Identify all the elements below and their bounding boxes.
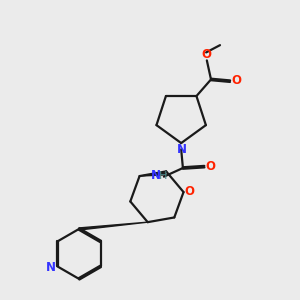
Polygon shape <box>79 222 148 230</box>
Polygon shape <box>140 173 166 176</box>
Text: O: O <box>185 185 195 198</box>
Text: O: O <box>201 48 211 61</box>
Text: O: O <box>205 160 215 173</box>
Text: N: N <box>177 143 187 156</box>
Text: N: N <box>151 169 161 182</box>
Text: O: O <box>231 74 241 87</box>
Text: N: N <box>46 261 56 274</box>
Text: H: H <box>159 171 167 181</box>
